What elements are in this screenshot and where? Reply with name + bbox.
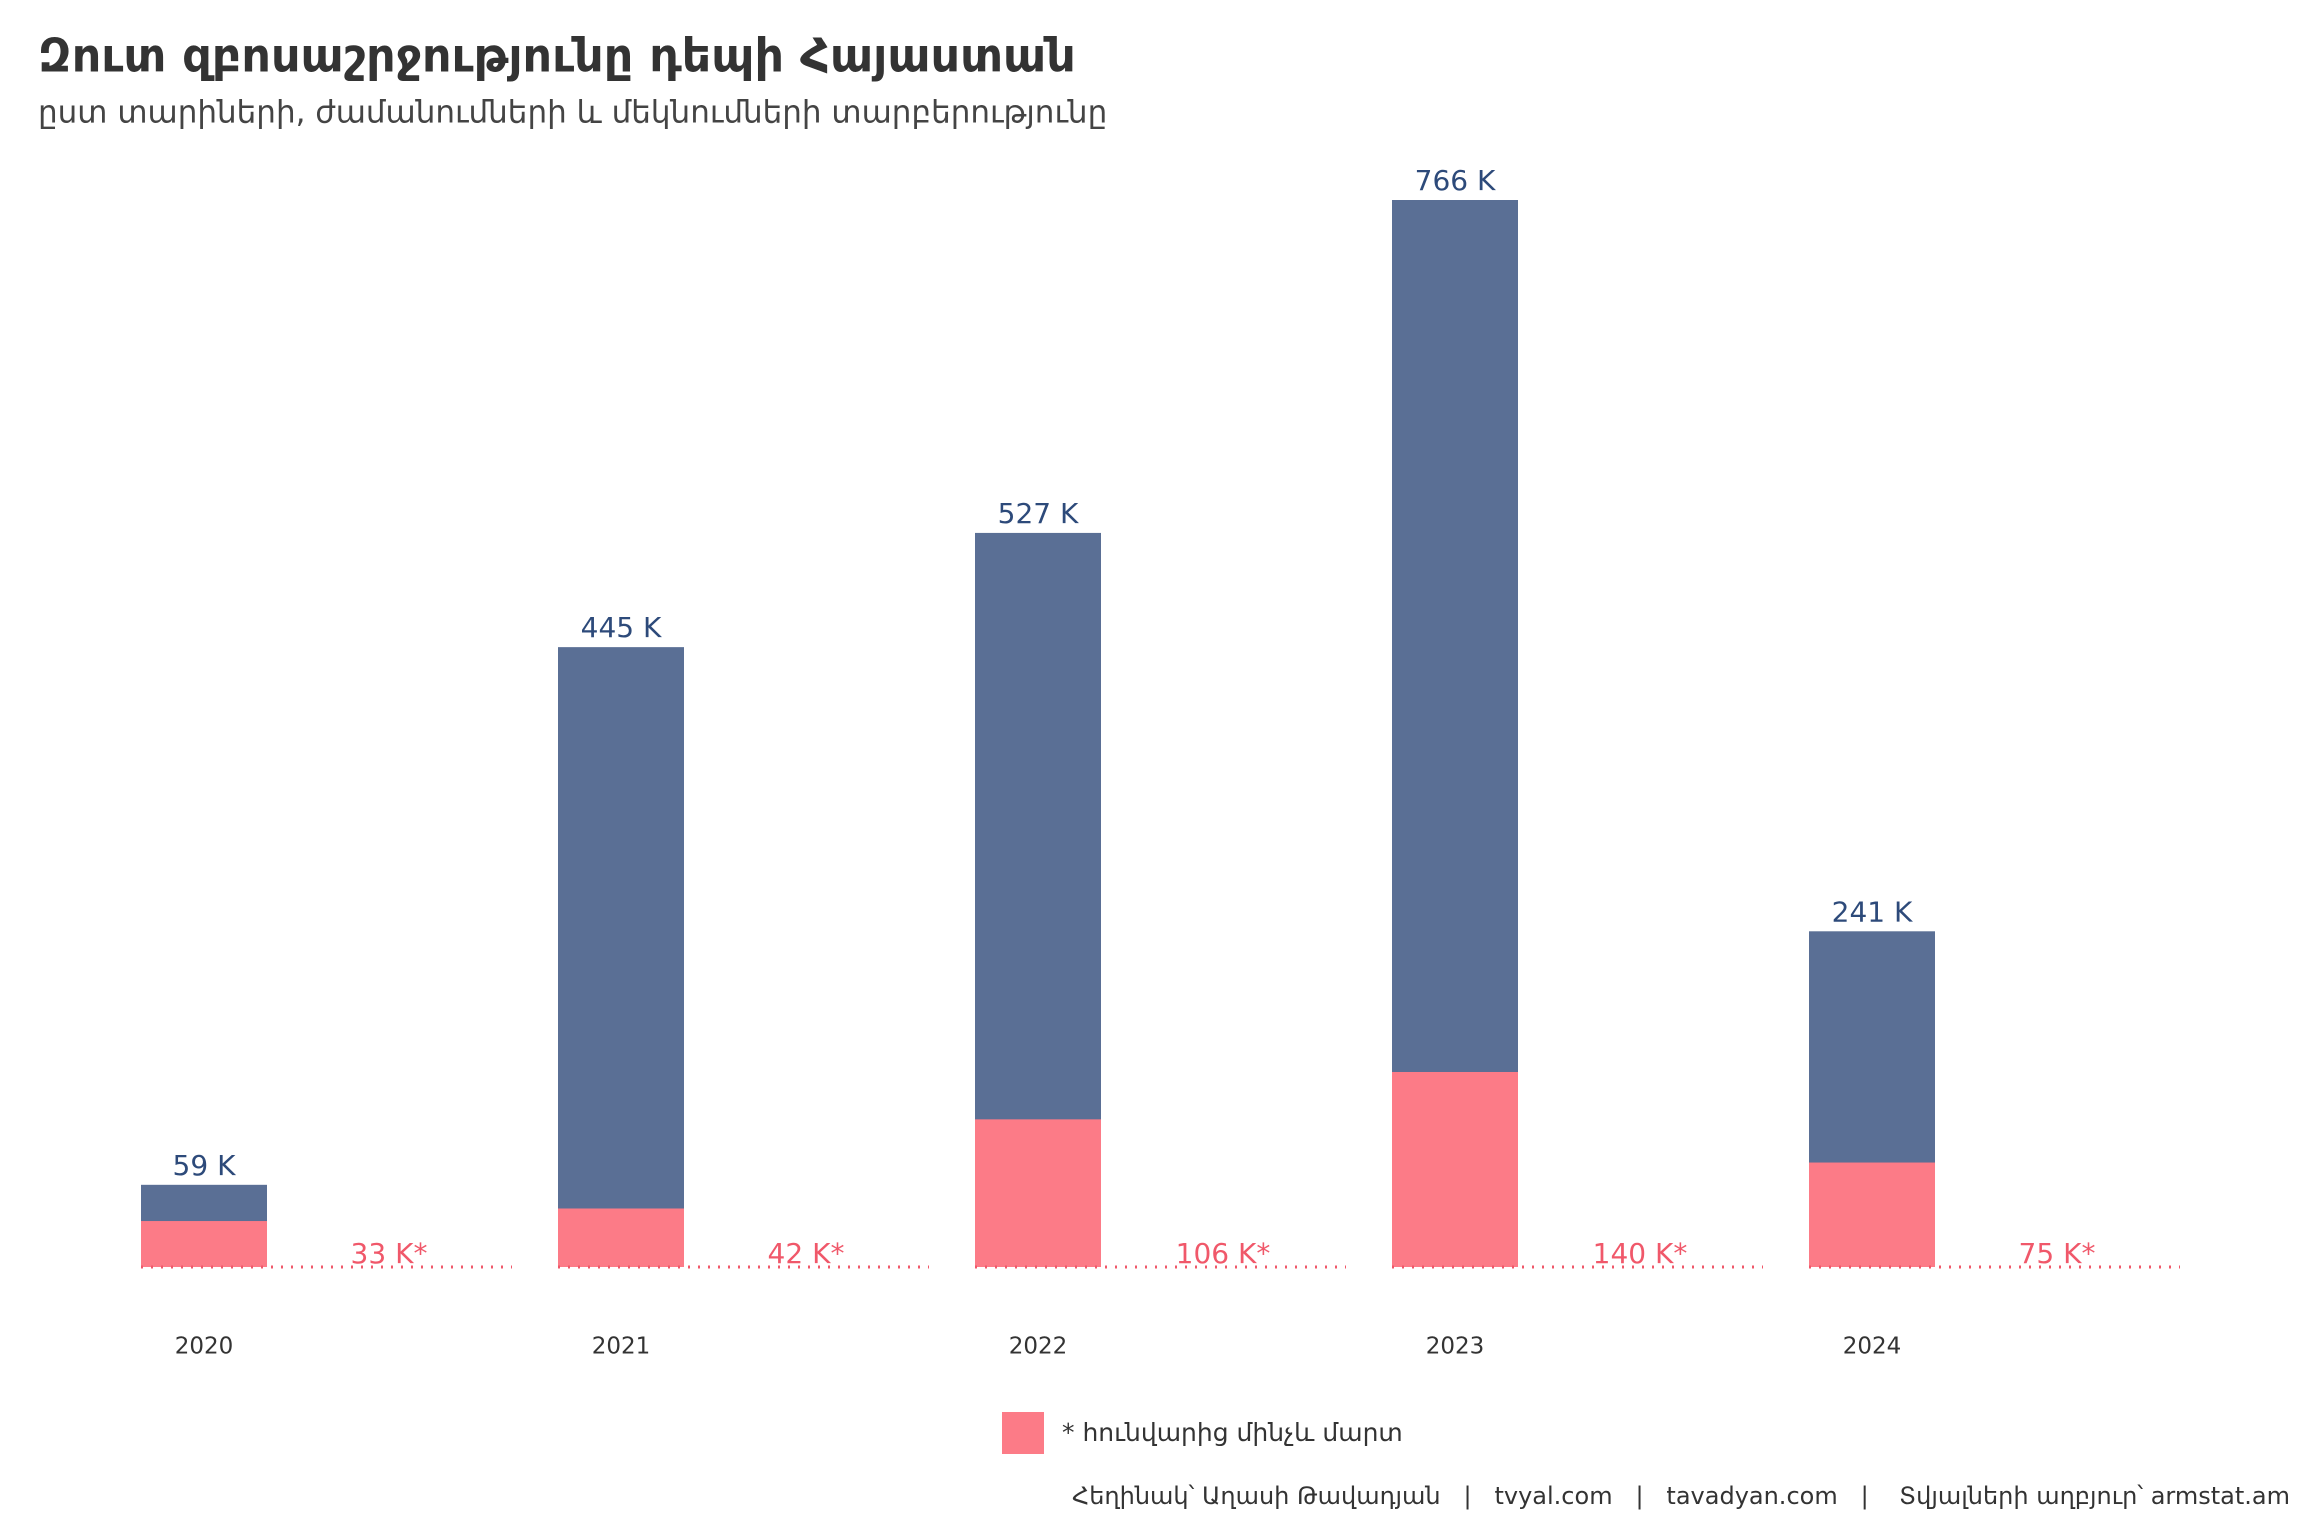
- bar: [558, 647, 684, 1267]
- value-label: 42 K*: [768, 1237, 845, 1270]
- value-label: 33 K*: [351, 1237, 428, 1270]
- bar: [1392, 1071, 1518, 1267]
- value-label: 59 K: [173, 1149, 237, 1182]
- value-label: 766 K: [1415, 164, 1496, 197]
- legend-swatch: [1002, 1412, 1044, 1454]
- bar: [558, 1208, 684, 1267]
- value-label: 75 K*: [2019, 1237, 2096, 1270]
- value-label: 527 K: [998, 497, 1079, 530]
- bar: [975, 1119, 1101, 1267]
- legend-label: * հունվարից մինչև մարտ: [1062, 1418, 1403, 1447]
- value-label: 140 K*: [1593, 1237, 1688, 1270]
- value-label: 445 K: [581, 611, 662, 644]
- value-label: 241 K: [1832, 895, 1913, 928]
- x-tick-label: 2020: [175, 1334, 234, 1360]
- bar: [1809, 1162, 1935, 1267]
- x-tick-label: 2022: [1009, 1334, 1068, 1360]
- x-tick-label: 2021: [592, 1334, 651, 1360]
- caption: Հեղինակ՝ Աղասի Թավադյան | tvyal.com | ta…: [1072, 1482, 2290, 1510]
- value-label: 106 K*: [1176, 1237, 1271, 1270]
- bar: [141, 1221, 267, 1267]
- x-tick-label: 2023: [1426, 1334, 1485, 1360]
- x-tick-label: 2024: [1843, 1334, 1902, 1360]
- chart-subtitle: ըստ տարիների, ժամանումների և մեկնումների…: [38, 95, 1107, 131]
- chart-title: Զուտ զբոսաշրջությունը դեպի Հայաստան: [38, 29, 1076, 83]
